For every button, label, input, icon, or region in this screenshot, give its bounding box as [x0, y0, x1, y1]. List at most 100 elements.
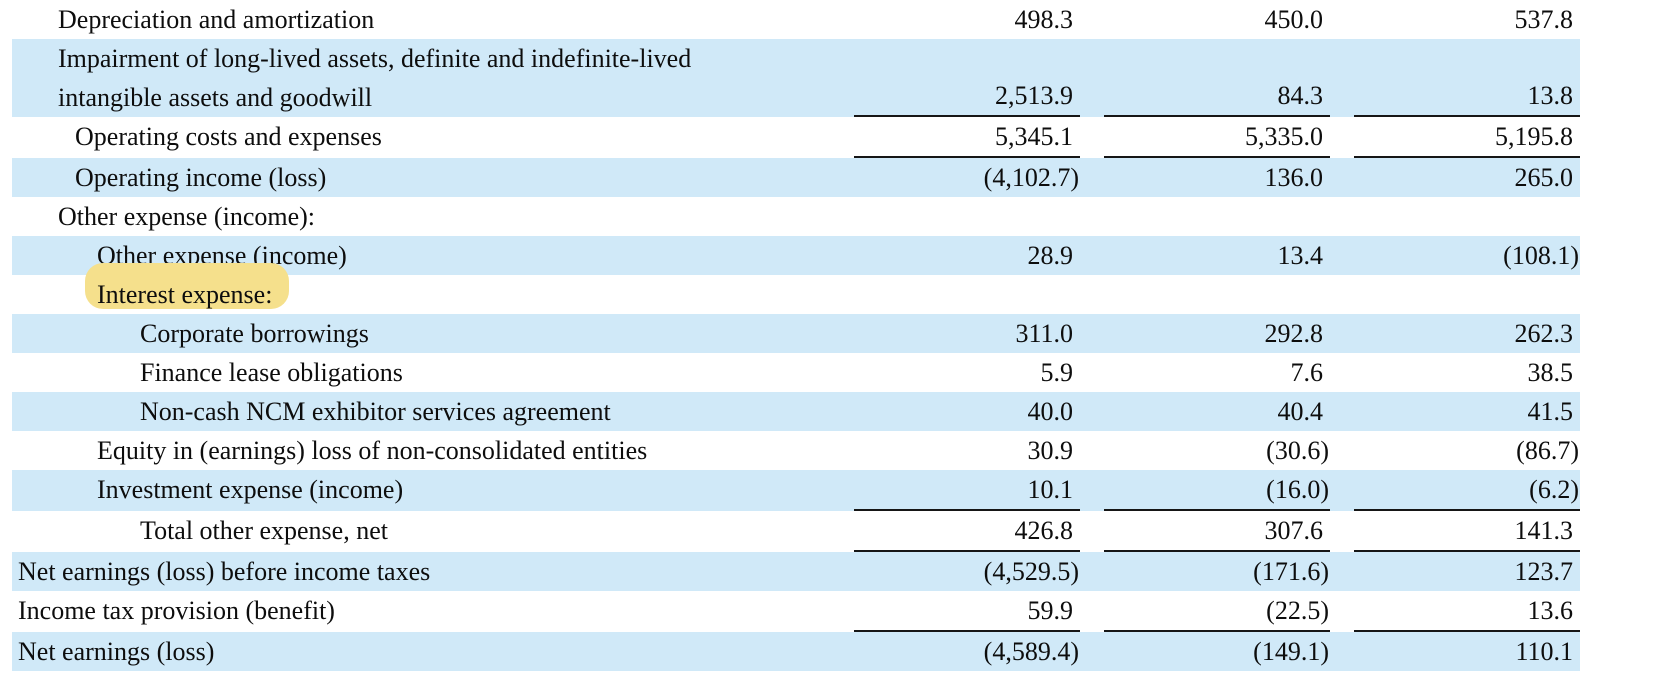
row-label: Income tax provision (benefit) [18, 596, 335, 625]
table-row: Other expense (income): [12, 197, 1580, 236]
value-cell-col3: 13.6 [1354, 591, 1580, 632]
value-cell-col3 [1354, 275, 1580, 314]
value-col1: 2,513.9 [995, 81, 1073, 110]
value-col2: 13.4 [1277, 241, 1324, 270]
value-col2: (149.1) [1253, 637, 1329, 666]
value-cell-col3: 5,195.8 [1354, 117, 1580, 158]
value-col3: (108.1) [1503, 241, 1579, 270]
value-cell-col1: (4,589.4) [854, 632, 1080, 671]
row-label: Corporate borrowings [140, 319, 369, 348]
value-col3: 141.3 [1514, 516, 1574, 545]
row-label-cell: Operating costs and expenses [12, 117, 830, 158]
value-cell-col2: 7.6 [1104, 353, 1330, 392]
value-col1: (4,589.4) [983, 637, 1079, 666]
value-cell-col2: 450.0 [1104, 0, 1330, 39]
row-label-cell: Equity in (earnings) loss of non-consoli… [12, 431, 830, 470]
value-col1: 28.9 [1027, 241, 1074, 270]
table-row: Corporate borrowings 311.0 292.8 262.3 [12, 314, 1580, 353]
value-col3: (86.7) [1516, 436, 1579, 465]
value-cell-col2: (30.6) [1104, 431, 1330, 470]
financial-table: Depreciation and amortization 498.3 450.… [12, 0, 1580, 671]
row-label-cell: Total other expense, net [12, 511, 830, 552]
value-cell-col1: 59.9 [854, 591, 1080, 632]
value-cell-col1: 5.9 [854, 353, 1080, 392]
row-label-cell: Operating income (loss) [12, 158, 830, 197]
table-row: Net earnings (loss) (4,589.4) (149.1) 11… [12, 632, 1580, 671]
value-cell-col3: 123.7 [1354, 552, 1580, 591]
value-col1: 40.0 [1027, 397, 1074, 426]
value-cell-col3: (108.1) [1354, 236, 1580, 275]
value-cell-col2: 13.4 [1104, 236, 1330, 275]
table-row: Investment expense (income) 10.1 (16.0) … [12, 470, 1580, 511]
value-cell-col3: 262.3 [1354, 314, 1580, 353]
value-cell-col2: (16.0) [1104, 470, 1330, 511]
value-cell-col1: (4,529.5) [854, 552, 1080, 591]
value-cell-col3: (6.2) [1354, 470, 1580, 511]
table-row: Operating income (loss) (4,102.7) 136.0 … [12, 158, 1580, 197]
table-row: Non-cash NCM exhibitor services agreemen… [12, 392, 1580, 431]
value-cell-col3: 537.8 [1354, 0, 1580, 39]
table-row: Total other expense, net 426.8 307.6 141… [12, 511, 1580, 552]
value-cell-col1: 5,345.1 [854, 117, 1080, 158]
value-cell-col2: 136.0 [1104, 158, 1330, 197]
row-label-cell: Net earnings (loss) before income taxes [12, 552, 830, 591]
table-row: Net earnings (loss) before income taxes … [12, 552, 1580, 591]
value-col2: (22.5) [1266, 596, 1329, 625]
value-col1: 426.8 [1014, 516, 1074, 545]
value-col3: 41.5 [1527, 397, 1574, 426]
row-label: Finance lease obligations [140, 358, 403, 387]
value-cell-col2: (171.6) [1104, 552, 1330, 591]
row-label: Total other expense, net [140, 516, 388, 545]
table-row: Finance lease obligations 5.9 7.6 38.5 [12, 353, 1580, 392]
value-col1: 59.9 [1027, 596, 1074, 625]
value-cell-col1 [854, 197, 1080, 236]
value-col3: 13.8 [1527, 81, 1574, 110]
value-cell-col1: 40.0 [854, 392, 1080, 431]
row-label: Other expense (income): [58, 202, 316, 231]
row-label: Non-cash NCM exhibitor services agreemen… [140, 397, 611, 426]
value-col3: 265.0 [1514, 163, 1574, 192]
row-label-cell: Depreciation and amortization [12, 0, 830, 39]
value-col3: 262.3 [1514, 319, 1574, 348]
row-label: Investment expense (income) [97, 475, 404, 504]
value-col1: (4,529.5) [983, 557, 1079, 586]
value-cell-col3: 110.1 [1354, 632, 1580, 671]
value-col2: 7.6 [1290, 358, 1324, 387]
value-col1: 10.1 [1027, 475, 1074, 504]
value-cell-col2: 40.4 [1104, 392, 1330, 431]
value-cell-col1 [854, 275, 1080, 314]
table-row: Equity in (earnings) loss of non-consoli… [12, 431, 1580, 470]
value-col2: 5,335.0 [1245, 122, 1323, 151]
row-label-cell: Net earnings (loss) [12, 632, 830, 671]
table-row: Operating costs and expenses 5,345.1 5,3… [12, 117, 1580, 158]
table-row: Impairment of long-lived assets, definit… [12, 39, 1580, 117]
row-label-cell: Impairment of long-lived assets, definit… [12, 39, 830, 117]
value-col2: 450.0 [1264, 5, 1324, 34]
value-col3: 110.1 [1515, 637, 1573, 666]
value-cell-col2: 292.8 [1104, 314, 1330, 353]
value-col2: 84.3 [1277, 81, 1324, 110]
row-label-cell: Finance lease obligations [12, 353, 830, 392]
table-row: Depreciation and amortization 498.3 450.… [12, 0, 1580, 39]
value-col3: 38.5 [1527, 358, 1574, 387]
row-label-cell: Interest expense: [12, 263, 830, 314]
value-col1: 5.9 [1040, 358, 1074, 387]
value-col1: 5,345.1 [995, 122, 1073, 151]
value-cell-col3: (86.7) [1354, 431, 1580, 470]
value-col2: (30.6) [1266, 436, 1329, 465]
value-cell-col3: 38.5 [1354, 353, 1580, 392]
value-col3: 13.6 [1527, 596, 1574, 625]
row-label-cell: Investment expense (income) [12, 470, 830, 511]
value-cell-col1: (4,102.7) [854, 158, 1080, 197]
value-col3: 537.8 [1514, 5, 1574, 34]
value-col2: (171.6) [1253, 557, 1329, 586]
row-label: Operating income (loss) [75, 163, 327, 192]
highlighted-row-label: Interest expense: [84, 263, 290, 314]
value-cell-col2: 5,335.0 [1104, 117, 1330, 158]
value-cell-col1: 28.9 [854, 236, 1080, 275]
value-cell-col2: 84.3 [1104, 39, 1330, 117]
row-label: Impairment of long-lived assets, definit… [58, 44, 692, 112]
value-cell-col3: 41.5 [1354, 392, 1580, 431]
value-cell-col2: 307.6 [1104, 511, 1330, 552]
row-label: Depreciation and amortization [58, 5, 375, 34]
